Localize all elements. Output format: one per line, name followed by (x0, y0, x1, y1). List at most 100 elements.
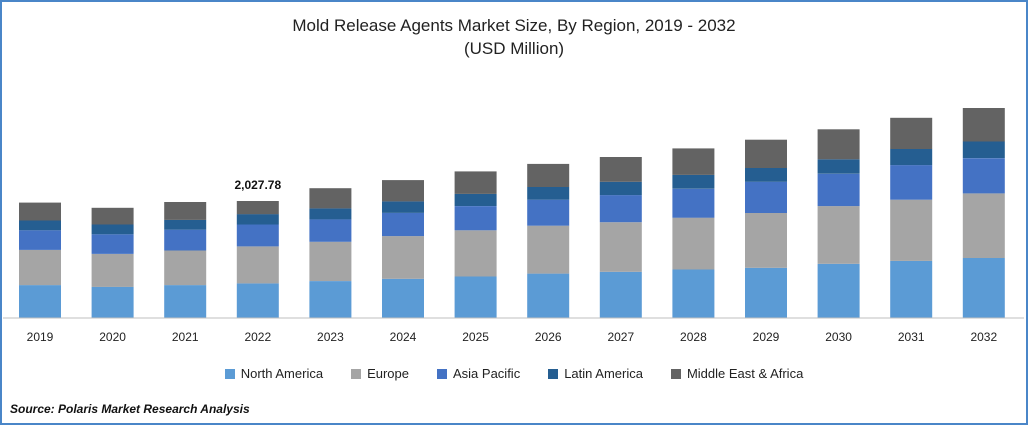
bar-2024-asia-pacific (382, 213, 424, 237)
legend-label: Asia Pacific (453, 366, 521, 381)
bar-2027-latin-america (599, 181, 642, 196)
x-tick-label: 2031 (898, 330, 925, 344)
bar-2027-north-america (599, 271, 642, 318)
legend-label: North America (240, 366, 324, 381)
bar-2024-north-america (382, 278, 424, 318)
bar-2026-north-america (527, 273, 570, 318)
bar-2028-north-america (672, 269, 715, 318)
x-tick-label: 2032 (970, 330, 997, 344)
bar-2023-europe (309, 241, 352, 281)
bar-2028-middle-east-africa (672, 148, 715, 175)
chart-title: Mold Release Agents Market Size, By Regi… (292, 16, 736, 35)
legend-swatch (224, 368, 235, 379)
bar-2019-middle-east-africa (19, 202, 61, 221)
x-tick-label: 2029 (753, 330, 780, 344)
bar-2019-latin-america (19, 220, 61, 231)
x-tick-label: 2026 (535, 330, 562, 344)
bar-2024-latin-america (382, 201, 424, 213)
bar-2032-latin-america (962, 141, 1005, 159)
bar-2020-latin-america (91, 224, 134, 235)
bar-2020-europe (91, 254, 134, 287)
x-tick-label: 2019 (27, 330, 54, 344)
bar-2020-north-america (91, 286, 134, 318)
x-tick-label: 2020 (99, 330, 126, 344)
bar-2021-north-america (164, 285, 207, 318)
bar-2032-north-america (962, 258, 1005, 318)
bar-2027-middle-east-africa (599, 157, 642, 182)
bar-2031-asia-pacific (890, 165, 933, 200)
x-tick-label: 2027 (607, 330, 634, 344)
legend-label: Latin America (564, 366, 643, 381)
bar-2023-latin-america (309, 208, 352, 220)
bar-2025-europe (454, 230, 497, 277)
bar-2019-asia-pacific (19, 230, 61, 250)
bar-2032-europe (962, 193, 1005, 258)
legend-swatch (670, 368, 681, 379)
bar-2029-europe (745, 213, 787, 268)
legend-swatch (351, 368, 362, 379)
bar-2027-asia-pacific (599, 195, 642, 223)
bar-2021-latin-america (164, 219, 207, 230)
bar-2029-asia-pacific (745, 181, 787, 213)
bar-2030-europe (817, 206, 860, 264)
legend-item-north-america: North America (224, 366, 324, 381)
bar-2025-north-america (454, 276, 497, 318)
bar-2023-north-america (309, 281, 352, 318)
bar-2023-middle-east-africa (309, 188, 352, 209)
bar-2028-europe (672, 217, 715, 270)
bar-2030-asia-pacific (817, 173, 860, 207)
bar-2025-middle-east-africa (454, 171, 497, 194)
bar-2021-asia-pacific (164, 229, 207, 251)
bar-2021-middle-east-africa (164, 202, 207, 220)
x-tick-label: 2021 (172, 330, 199, 344)
bar-2031-north-america (890, 260, 933, 318)
bar-2020-middle-east-africa (91, 207, 134, 225)
bar-2026-asia-pacific (527, 199, 570, 226)
bar-2026-latin-america (527, 187, 570, 200)
bar-2032-middle-east-africa (962, 108, 1005, 142)
bar-2027-europe (599, 222, 642, 272)
bar-2031-latin-america (890, 148, 933, 166)
bar-2028-asia-pacific (672, 188, 715, 218)
legend-item-latin-america: Latin America (548, 366, 643, 381)
legend-item-middle-east-africa: Middle East & Africa (670, 366, 804, 381)
bar-2024-middle-east-africa (382, 180, 424, 202)
legend-item-europe: Europe (351, 366, 409, 381)
legend-swatch (548, 368, 559, 379)
bar-2022-asia-pacific (236, 224, 279, 247)
bar-2029-middle-east-africa (745, 139, 787, 168)
data-label-2022: 2,027.78 (234, 178, 281, 192)
bar-2022-europe (236, 246, 279, 284)
bar-2030-latin-america (817, 159, 860, 174)
x-tick-label: 2022 (244, 330, 271, 344)
chart-subtitle: (USD Million) (463, 39, 565, 58)
bar-2031-middle-east-africa (890, 117, 933, 149)
bar-2019-europe (19, 249, 61, 286)
x-tick-label: 2023 (317, 330, 344, 344)
bar-2029-latin-america (745, 168, 787, 182)
bar-2021-europe (164, 250, 207, 286)
bar-2020-asia-pacific (91, 234, 134, 254)
bar-2026-middle-east-africa (527, 163, 570, 187)
bar-2028-latin-america (672, 174, 715, 189)
bar-2024-europe (382, 236, 424, 279)
bar-2025-latin-america (454, 193, 497, 206)
bar-2032-asia-pacific (962, 158, 1005, 194)
source-note: Source: Polaris Market Research Analysis (10, 402, 250, 416)
legend-label: Europe (367, 366, 409, 381)
bar-2030-north-america (817, 263, 860, 318)
bar-2023-asia-pacific (309, 219, 352, 242)
bar-2022-latin-america (236, 214, 279, 225)
legend-item-asia-pacific: Asia Pacific (437, 366, 520, 381)
bar-2030-middle-east-africa (817, 129, 860, 160)
bar-2019-north-america (19, 285, 61, 318)
legend-swatch (437, 368, 447, 379)
legend: North America Europe Asia Pacific Latin Ame… (0, 366, 1028, 381)
bar-2026-europe (527, 225, 570, 274)
x-tick-label: 2028 (680, 330, 707, 344)
legend-label: Middle East & Africa (686, 366, 804, 381)
x-tick-label: 2030 (825, 330, 852, 344)
bar-2031-europe (890, 199, 933, 261)
bar-2029-north-america (745, 267, 787, 318)
